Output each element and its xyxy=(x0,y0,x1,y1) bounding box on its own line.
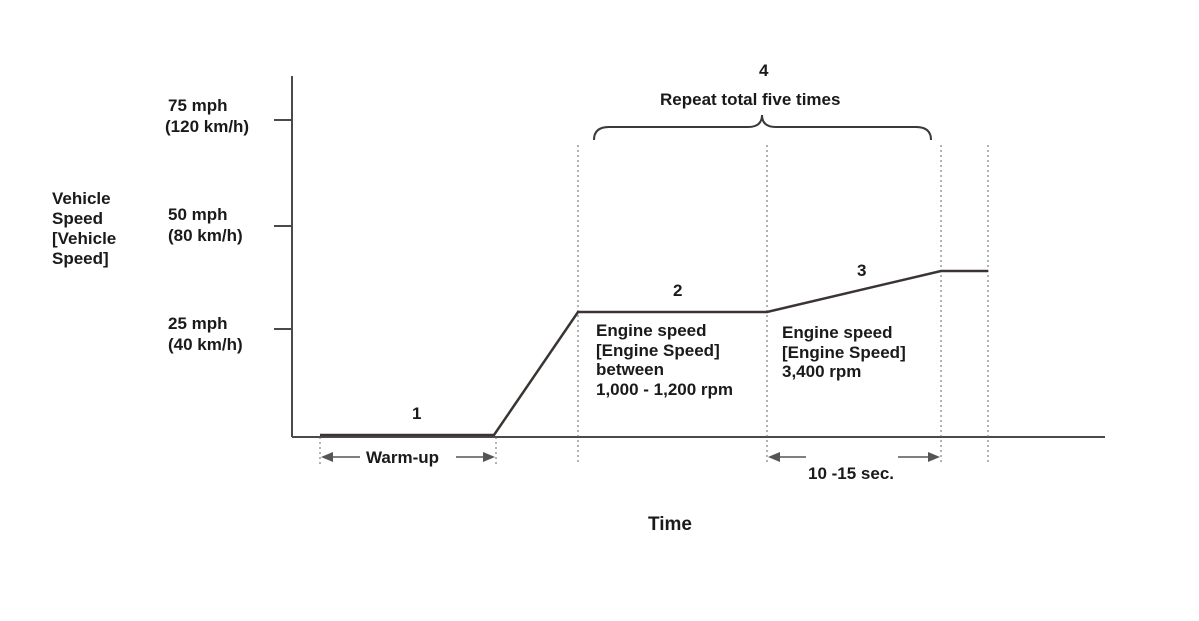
y-axis-label-line: [Vehicle xyxy=(52,229,116,248)
repeat-label: Repeat total five times xyxy=(660,90,840,109)
tick-label-75: 75 mph (120 km/h) xyxy=(165,96,249,136)
speed-trace xyxy=(320,269,988,437)
phase-3-line: 3,400 rpm xyxy=(782,362,861,381)
phase-3-line: Engine speed xyxy=(782,323,893,342)
phase-2-line: [Engine Speed] xyxy=(596,341,720,360)
step-1-number: 1 xyxy=(412,404,421,423)
y-axis-label-line: Speed xyxy=(52,209,103,228)
tick-label-mph: 25 mph xyxy=(168,314,228,333)
x-axis-label: Time xyxy=(648,514,692,535)
step-4-number: 4 xyxy=(759,61,769,80)
duration-label: 10 -15 sec. xyxy=(808,464,894,483)
tick-label-25: 25 mph (40 km/h) xyxy=(168,314,243,354)
warmup-left-arrow xyxy=(321,452,333,462)
phase-2-line: 1,000 - 1,200 rpm xyxy=(596,380,733,399)
phase-3-line: [Engine Speed] xyxy=(782,343,906,362)
y-axis-label-line: Speed] xyxy=(52,249,109,268)
tick-label-50: 50 mph (80 km/h) xyxy=(168,205,243,245)
step-3-number: 3 xyxy=(857,261,866,280)
tick-label-kmh: (80 km/h) xyxy=(168,226,243,245)
tick-label-kmh: (120 km/h) xyxy=(165,117,249,136)
phase-2-description: Engine speed [Engine Speed] between 1,00… xyxy=(596,321,733,399)
warmup-label: Warm-up xyxy=(366,448,439,467)
tick-label-kmh: (40 km/h) xyxy=(168,335,243,354)
warmup-right-arrow xyxy=(483,452,495,462)
duration-left-arrow xyxy=(768,452,780,462)
repeat-brace xyxy=(593,114,932,141)
y-axis-label: Vehicle Speed [Vehicle Speed] xyxy=(52,189,121,268)
tick-label-mph: 50 mph xyxy=(168,205,228,224)
duration-right-arrow xyxy=(928,452,940,462)
tick-label-mph: 75 mph xyxy=(168,96,228,115)
y-axis-label-line: Vehicle xyxy=(52,189,111,208)
phase-3-description: Engine speed [Engine Speed] 3,400 rpm xyxy=(782,323,910,381)
phase-2-line: between xyxy=(596,360,664,379)
step-2-number: 2 xyxy=(673,281,682,300)
phase-2-line: Engine speed xyxy=(596,321,707,340)
